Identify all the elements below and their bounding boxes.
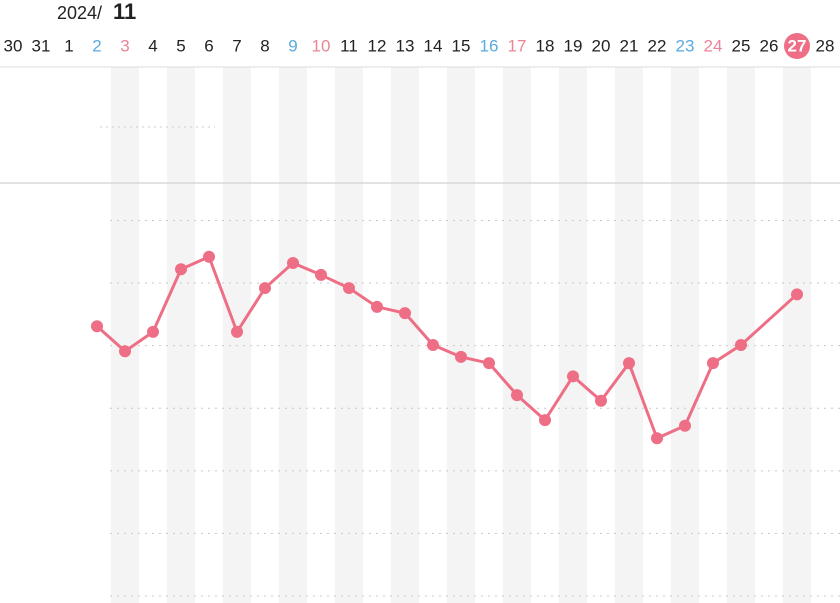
point[interactable] — [707, 357, 719, 370]
date-label[interactable]: 26 — [760, 36, 779, 55]
date-label[interactable]: 6 — [204, 36, 213, 55]
year: 2024/ — [57, 3, 102, 23]
point[interactable] — [483, 357, 495, 370]
point[interactable] — [567, 370, 579, 383]
point[interactable] — [119, 345, 131, 358]
date-label[interactable]: 27 — [788, 36, 807, 55]
column-stripe — [335, 67, 363, 603]
date-label[interactable]: 1 — [64, 36, 73, 55]
date-bar — [0, 30, 840, 67]
point[interactable] — [231, 325, 243, 338]
date-label[interactable]: 30 — [4, 36, 23, 55]
date-label[interactable]: 31 — [32, 36, 51, 55]
point[interactable] — [651, 432, 663, 445]
date-row: 30 31 1 2 3 4 5 6 7 8 9 10 11 12 13 14 15 16 17 18 19 20 21 22 2… — [4, 33, 835, 59]
point[interactable] — [91, 320, 103, 333]
column-stripe — [503, 67, 531, 603]
date-label[interactable]: 11 — [340, 36, 358, 55]
point[interactable] — [623, 357, 635, 370]
date-label[interactable]: 22 — [648, 36, 667, 55]
date-label[interactable]: 2 — [92, 36, 101, 55]
column-stripe — [279, 67, 307, 603]
date-label[interactable]: 25 — [732, 36, 751, 55]
column-stripe — [391, 67, 419, 603]
date-label[interactable]: 9 — [288, 36, 297, 55]
point[interactable] — [203, 250, 215, 263]
date-label[interactable]: 28 — [816, 36, 835, 55]
column-stripe — [167, 67, 195, 603]
column-stripe — [559, 67, 587, 603]
column-stripe — [447, 67, 475, 603]
point[interactable] — [175, 263, 187, 276]
date-label[interactable]: 16 — [480, 36, 499, 55]
date-label[interactable]: 23 — [676, 36, 695, 55]
month[interactable]: 11 — [113, 0, 136, 24]
point[interactable] — [595, 394, 607, 407]
date-label[interactable]: 19 — [564, 36, 583, 55]
column-stripe — [783, 67, 811, 603]
date-label[interactable]: 8 — [260, 36, 269, 55]
point[interactable] — [259, 282, 271, 295]
date-label[interactable]: 3 — [120, 36, 129, 55]
column-stripes — [111, 67, 811, 603]
date-label[interactable]: 14 — [424, 36, 443, 55]
point[interactable] — [427, 339, 439, 352]
plot — [91, 250, 803, 445]
point[interactable] — [455, 350, 467, 363]
date-label[interactable]: 10 — [312, 36, 331, 55]
column-stripe — [615, 67, 643, 603]
point[interactable] — [399, 307, 411, 320]
point[interactable] — [147, 325, 159, 338]
date-label[interactable]: 17 — [508, 36, 527, 55]
point[interactable] — [735, 339, 747, 352]
date-label[interactable]: 13 — [396, 36, 415, 55]
date-label[interactable]: 15 — [452, 36, 471, 55]
date-label[interactable]: 20 — [592, 36, 611, 55]
grid — [110, 219, 840, 597]
column-stripe — [111, 67, 139, 603]
date-label[interactable]: 4 — [148, 36, 157, 55]
date-label[interactable]: 5 — [176, 36, 185, 55]
date-label[interactable]: 12 — [368, 36, 387, 55]
point[interactable] — [679, 419, 691, 432]
date-label[interactable]: 18 — [536, 36, 555, 55]
point[interactable] — [343, 282, 355, 295]
today-marker — [784, 33, 810, 59]
point[interactable] — [511, 389, 523, 402]
column-stripe — [671, 67, 699, 603]
date-label[interactable]: 21 — [620, 36, 639, 55]
point[interactable] — [791, 288, 803, 301]
point[interactable] — [315, 268, 327, 281]
date-label[interactable]: 24 — [704, 36, 723, 55]
point[interactable] — [371, 300, 383, 313]
date-label[interactable]: 7 — [232, 36, 241, 55]
point[interactable] — [287, 257, 299, 270]
point[interactable] — [539, 414, 551, 427]
